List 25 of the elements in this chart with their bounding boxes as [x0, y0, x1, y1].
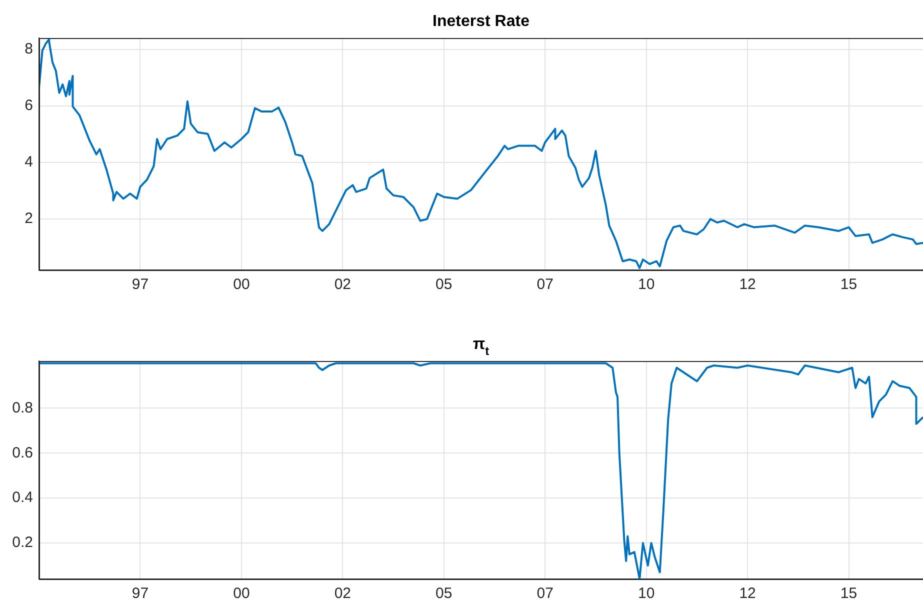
x-tick-label: 05 — [436, 585, 452, 602]
y-tick-label: 0.6 — [12, 444, 33, 462]
x-tick-label: 05 — [436, 276, 452, 294]
y-tick-label: 6 — [24, 97, 33, 114]
y-tick-label: 0.2 — [12, 534, 33, 552]
x-tick-label: 00 — [233, 276, 250, 294]
x-tick-label: 97 — [132, 276, 149, 294]
x-tick-label: 00 — [233, 585, 250, 602]
x-tick-label: 07 — [536, 585, 554, 602]
y-tick-label: 2 — [24, 210, 33, 228]
y-tick-label: 0.8 — [12, 399, 33, 416]
x-tick-label: 02 — [334, 585, 352, 602]
chart-title: Ineterst Rate — [432, 13, 530, 30]
x-tick-label: 12 — [739, 276, 756, 294]
x-tick-label: 15 — [840, 276, 858, 294]
y-tick-label: 4 — [24, 154, 33, 171]
x-tick-label: 10 — [638, 585, 655, 602]
x-tick-label: 10 — [638, 276, 655, 294]
y-tick-label: 8 — [24, 40, 33, 58]
x-tick-label: 97 — [132, 585, 149, 602]
y-tick-label: 0.4 — [12, 489, 33, 506]
x-tick-label: 02 — [334, 276, 352, 294]
x-tick-label: 15 — [840, 585, 858, 602]
x-tick-label: 12 — [739, 585, 756, 602]
x-tick-label: 07 — [536, 276, 554, 294]
